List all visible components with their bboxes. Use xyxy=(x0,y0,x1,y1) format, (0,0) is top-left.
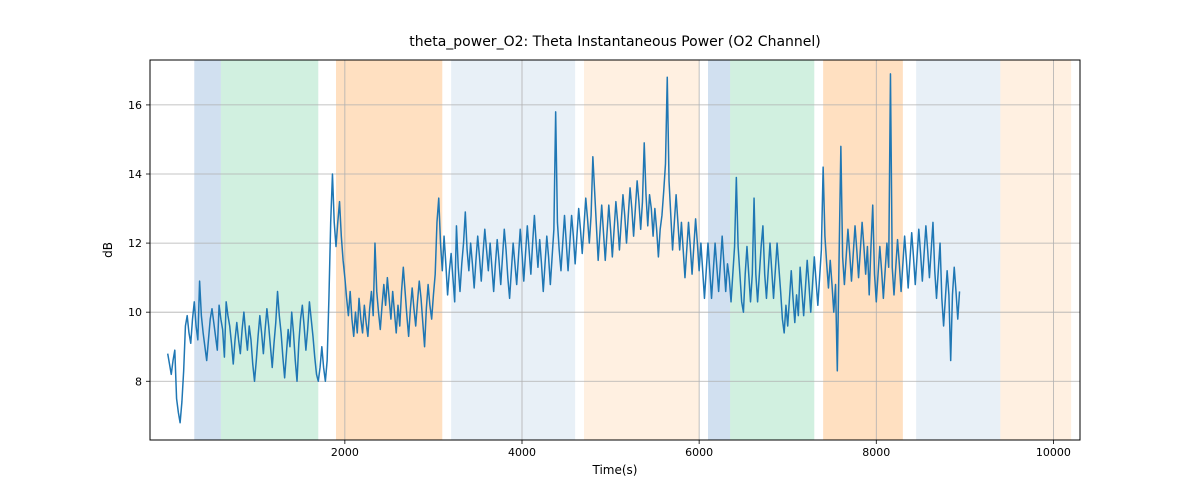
y-tick-label: 10 xyxy=(128,306,142,319)
y-tick-label: 12 xyxy=(128,237,142,250)
x-tick-label: 10000 xyxy=(1036,446,1071,459)
y-tick-label: 16 xyxy=(128,99,142,112)
shaded-region xyxy=(730,60,814,440)
shaded-region xyxy=(194,60,221,440)
x-axis-label: Time(s) xyxy=(592,463,638,477)
chart-title: theta_power_O2: Theta Instantaneous Powe… xyxy=(409,34,821,50)
x-tick-label: 8000 xyxy=(862,446,890,459)
y-tick-label: 14 xyxy=(128,168,142,181)
shaded-region xyxy=(221,60,318,440)
y-tick-label: 8 xyxy=(135,375,142,388)
shaded-region xyxy=(1000,60,1071,440)
shaded-region xyxy=(584,60,699,440)
x-tick-label: 4000 xyxy=(508,446,536,459)
x-tick-label: 6000 xyxy=(685,446,713,459)
shaded-region xyxy=(708,60,730,440)
shaded-region xyxy=(916,60,1000,440)
theta-power-chart: 2000 4000 6000 8000 10000 8 10 12 14 16 Time(s) dB t… xyxy=(0,0,1200,500)
x-tick-label: 2000 xyxy=(331,446,359,459)
y-axis-label: dB xyxy=(101,242,115,258)
chart-container: 2000 4000 6000 8000 10000 8 10 12 14 16 Time(s) dB t… xyxy=(0,0,1200,500)
shaded-region xyxy=(336,60,442,440)
